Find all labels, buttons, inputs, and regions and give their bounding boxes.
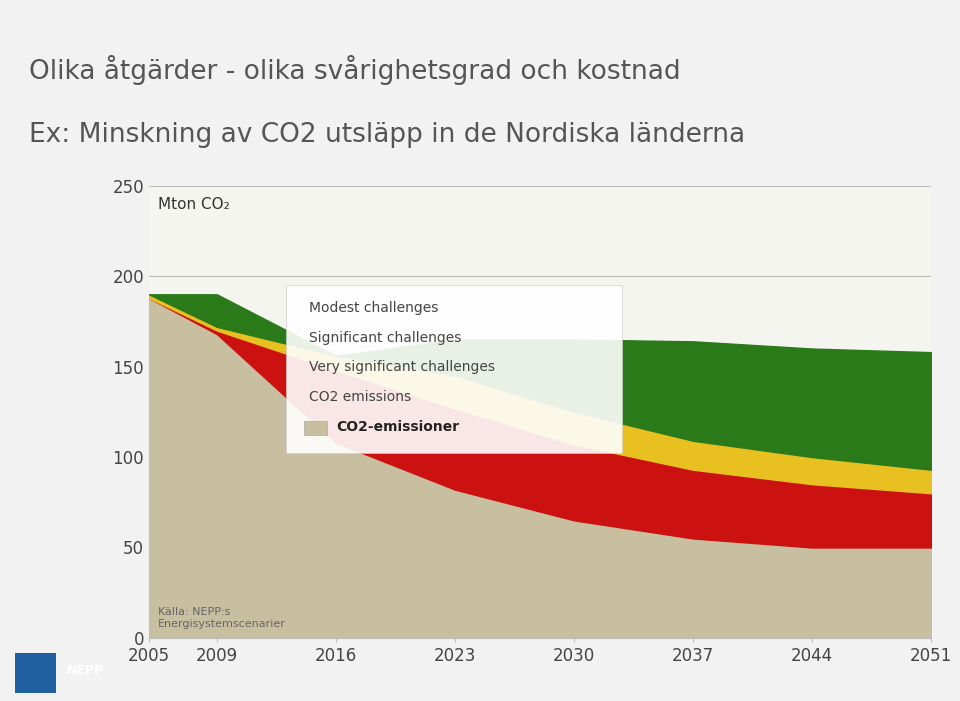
Text: NEPP: NEPP bbox=[67, 664, 105, 677]
FancyBboxPatch shape bbox=[286, 285, 622, 453]
Bar bbox=[15, 653, 56, 693]
Text: CO2 emissions: CO2 emissions bbox=[309, 390, 411, 404]
Bar bbox=[303, 421, 327, 435]
Text: Modest challenges: Modest challenges bbox=[309, 301, 439, 315]
Text: Källa: NEPP:s
Energisystemscenarier: Källa: NEPP:s Energisystemscenarier bbox=[158, 607, 286, 629]
Text: Mton CO₂: Mton CO₂ bbox=[158, 197, 230, 212]
Text: Ex: Minskning av CO2 utsläpp in de Nordiska länderna: Ex: Minskning av CO2 utsläpp in de Nordi… bbox=[29, 123, 745, 149]
Text: Significant challenges: Significant challenges bbox=[309, 331, 462, 345]
Text: CO2-emissioner: CO2-emissioner bbox=[337, 420, 460, 434]
Text: Olika åtgärder - olika svårighetsgrad och kostnad: Olika åtgärder - olika svårighetsgrad oc… bbox=[29, 55, 681, 85]
Text: Very significant challenges: Very significant challenges bbox=[309, 360, 495, 374]
